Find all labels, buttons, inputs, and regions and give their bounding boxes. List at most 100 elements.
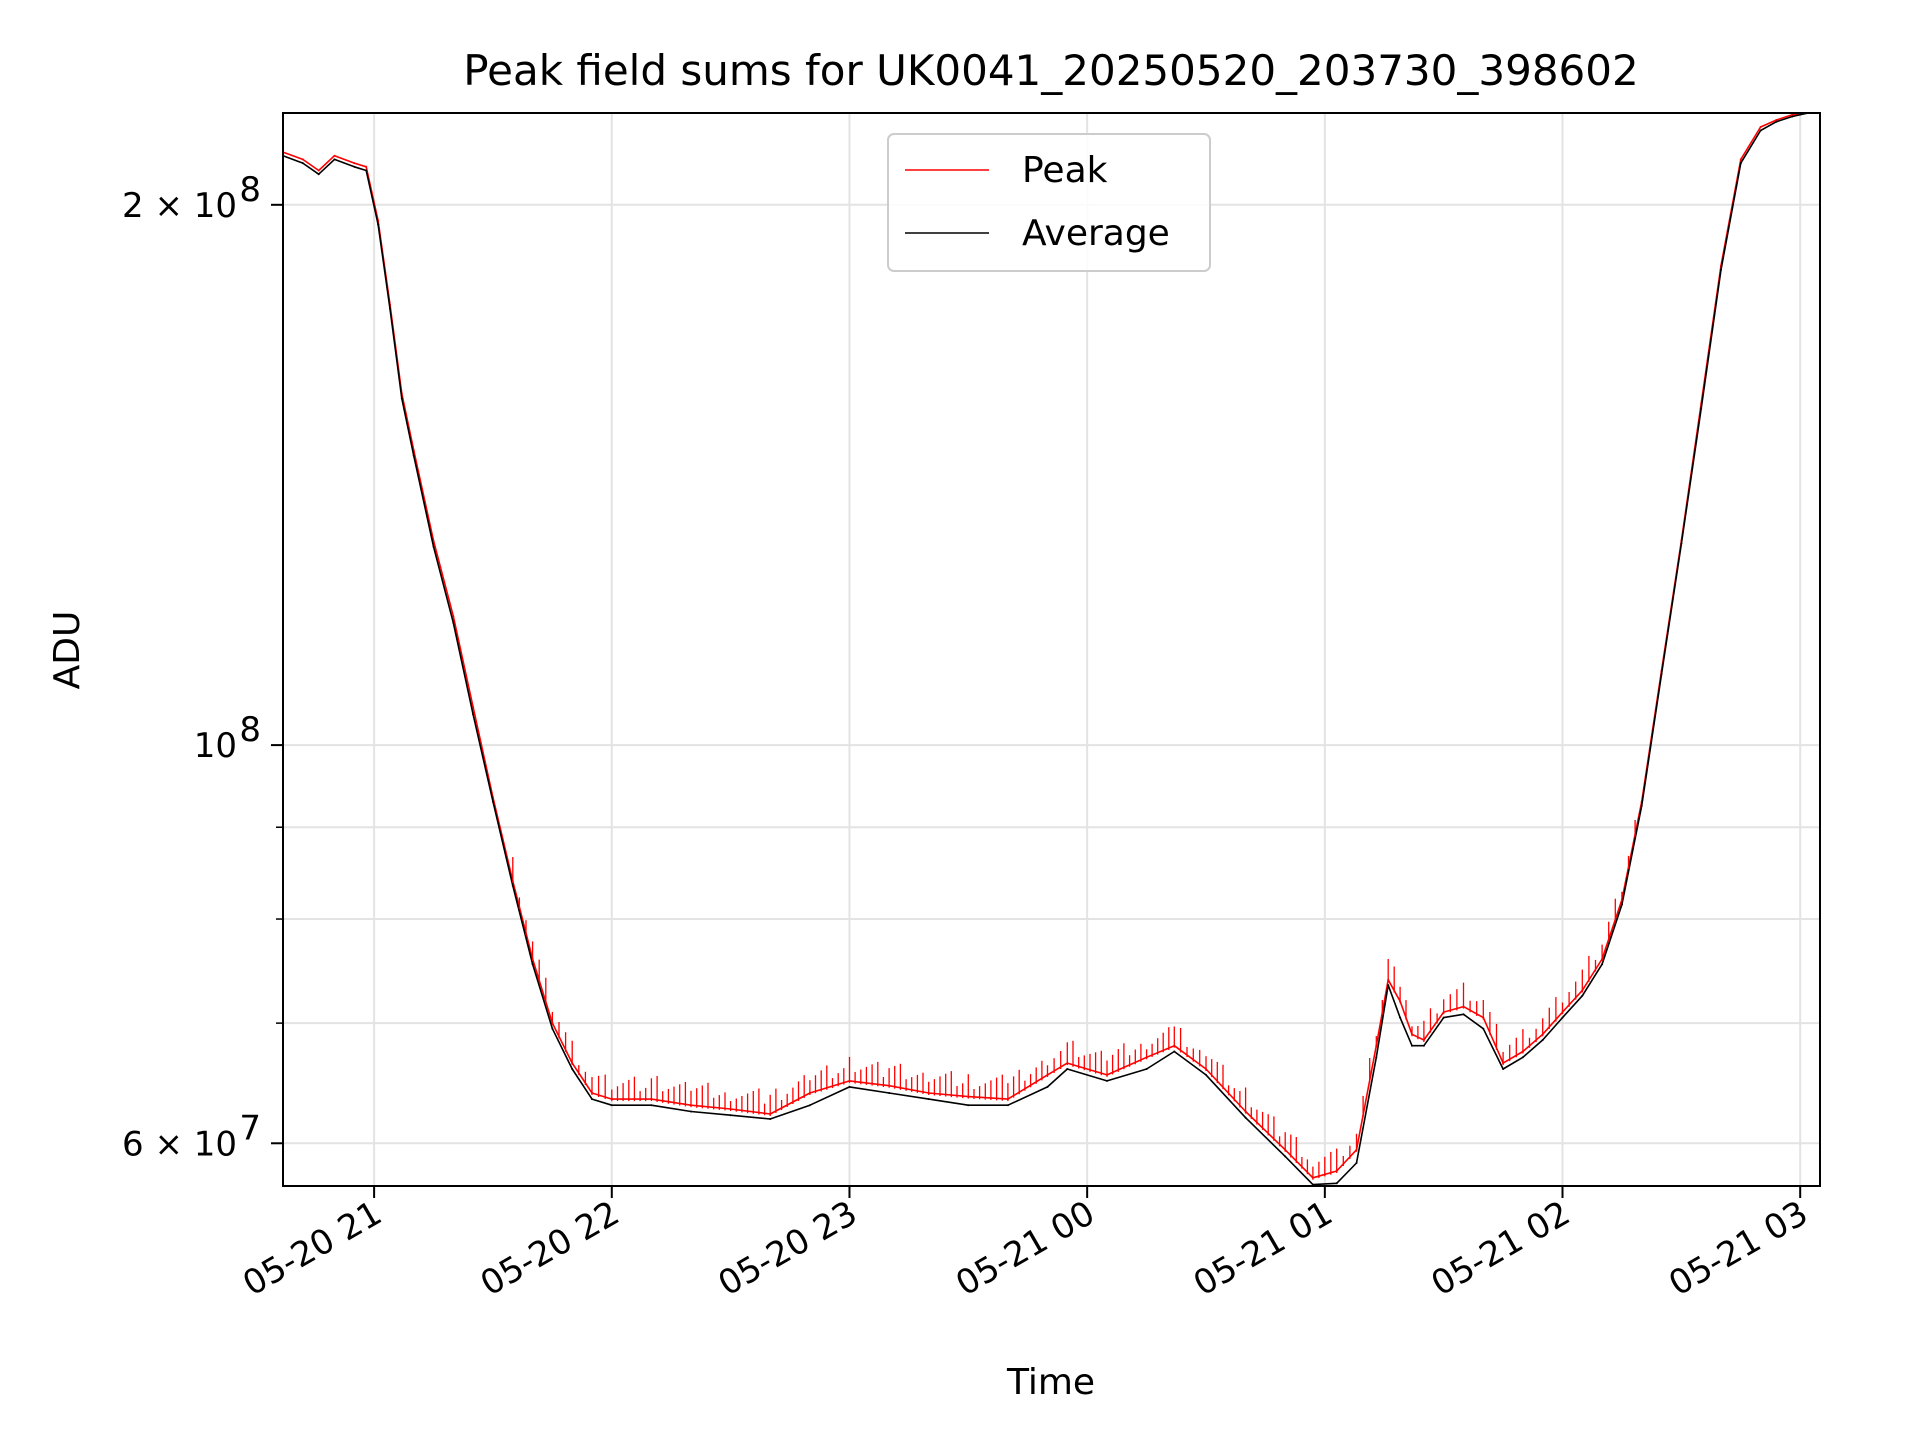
data-point-average [400,397,403,400]
data-point-peak [1791,113,1794,116]
x-axis-label: Time [1006,1362,1095,1403]
data-point-average [967,1104,970,1107]
data-point-average [1335,1182,1338,1185]
data-point-average [1700,407,1703,410]
data-point-peak [1739,158,1742,161]
chart-title: Peak field sums for UK0041_20250520_2037… [463,46,1638,95]
data-point-average [1375,1056,1378,1059]
data-point-average [1482,1027,1485,1030]
data-point-average [1244,1116,1247,1119]
data-point-average [531,963,534,966]
data-point-average [1006,1104,1009,1107]
y-tick-label-base: 2 × 10 [122,186,237,226]
y-tick-label-base: 6 × 10 [122,1124,237,1164]
series-line-peak [282,112,1809,1179]
data-point-average [1521,1056,1524,1059]
data-point-average [492,800,494,803]
data-point-average [1739,162,1742,165]
data-point-average [1355,1162,1358,1164]
plot-frame [282,112,1821,1187]
data-point-average [1145,1068,1148,1070]
data-point-average [650,1104,653,1107]
data-point-average [1284,1155,1287,1158]
data-point-average [1601,963,1604,966]
data-point-average [452,621,455,624]
data-point-average [927,1098,930,1101]
data-point-average [1620,903,1623,906]
data-point-average [1581,994,1584,997]
y-tick-label: 10 [194,726,237,766]
y-tick-label-exponent: 8 [239,710,261,750]
data-point-average [377,223,380,226]
data-point-average [1791,115,1794,118]
data-point-peak [353,162,356,165]
data-point-average [472,713,475,716]
data-point-peak [365,165,368,168]
data-point-average [317,173,320,176]
data-point-average [1775,120,1778,123]
data-point-average [1720,268,1722,271]
y-axis-label: ADU [47,611,88,690]
data-point-average [389,307,391,310]
grid [283,113,1820,1186]
data-point-average [1387,984,1390,987]
plot-background [283,113,1820,1186]
legend-box [887,133,1211,272]
data-point-peak [472,706,475,709]
data-point-peak [1775,119,1778,121]
data-point-average [610,1104,613,1107]
series-line-average [282,112,1809,1186]
data-point-average [412,454,415,457]
data-point-average [1561,1016,1564,1019]
y-tick-label-exponent: 8 [239,170,261,210]
data-point-average [888,1092,891,1094]
data-point-average [1759,129,1762,132]
data-point-average [848,1085,851,1088]
data-point-average [769,1118,772,1120]
data-point-average [1422,1044,1425,1047]
peak-spikes [512,820,1636,1180]
data-point-average [1411,1044,1413,1047]
data-point-average [1541,1039,1544,1041]
y-axis: 6 × 10 710 82 × 10 8 [122,170,283,1164]
data-point-peak [1759,126,1762,128]
data-point-average [511,884,514,887]
data-point-average [1205,1073,1207,1076]
y-tick-label-exponent: 7 [239,1108,261,1148]
data-point-average [1106,1079,1108,1082]
data-point-average [1640,804,1643,807]
data-point-average [1066,1068,1069,1070]
y-tick-label: 2 × 10 [122,186,237,226]
data-point-peak [452,615,455,618]
legend-label-average: Average [1022,213,1170,254]
series-layer [282,112,1810,1186]
data-point-average [333,158,336,161]
data-point-average [353,165,356,168]
data-point-peak [333,154,336,157]
data-point-average [1173,1050,1176,1053]
data-point-peak [317,169,320,172]
y-tick-label: 6 × 10 [122,1124,237,1164]
data-point-average [808,1104,811,1107]
data-point-average [1442,1016,1445,1019]
legend: Peak Average [887,133,1211,272]
data-point-average [690,1110,692,1113]
data-point-average [301,162,304,165]
data-point-average [1660,673,1663,676]
data-point-average [1399,1016,1402,1019]
data-point-average [551,1027,554,1030]
data-point-peak [301,158,304,161]
data-point-average [729,1114,732,1117]
data-point-average [1680,542,1683,545]
data-point-average [1462,1013,1465,1016]
legend-label-peak: Peak [1022,150,1108,191]
data-point-average [1502,1068,1505,1070]
data-point-average [432,545,435,548]
plot-area: 05-20 21 05-20 22 05-20 23 05-21 00 05-21 01… [122,112,1821,1304]
data-point-average [591,1098,593,1101]
data-point-average [1046,1085,1049,1088]
data-point-average [571,1068,574,1070]
data-point-average [365,169,368,172]
y-tick-label-base: 10 [194,726,237,766]
